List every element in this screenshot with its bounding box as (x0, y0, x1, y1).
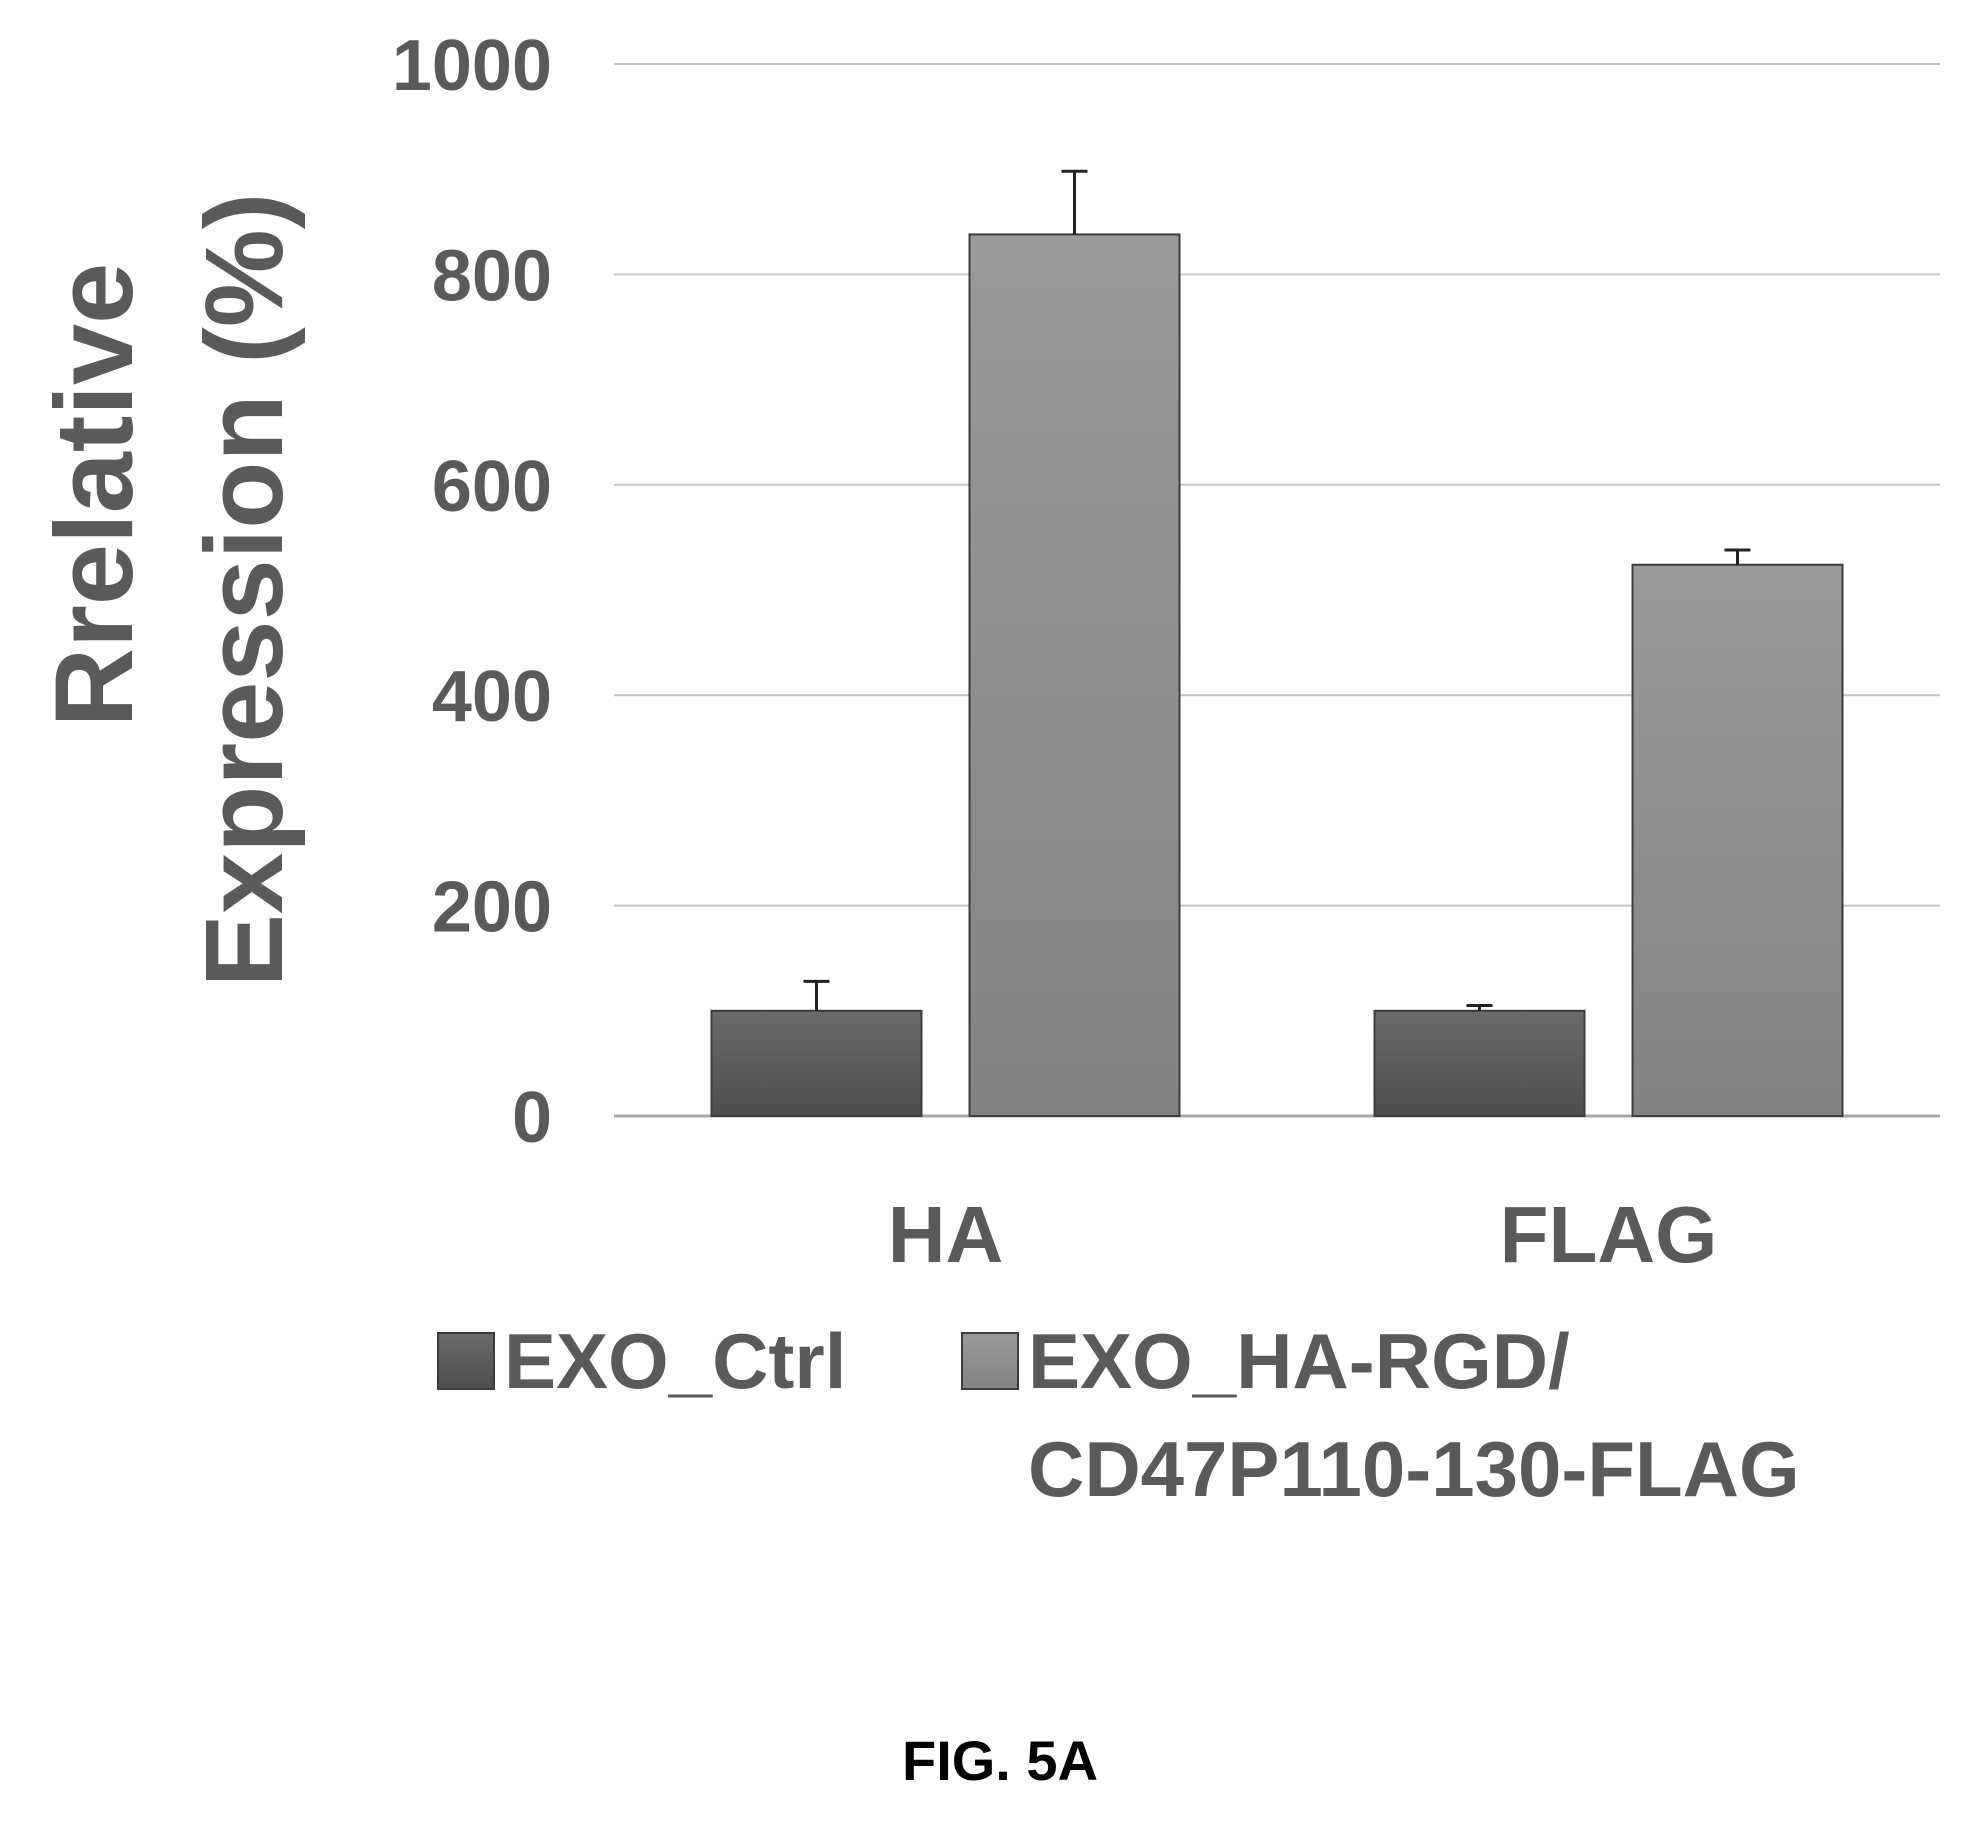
y-axis-title-line-1: Rrelative (33, 263, 156, 728)
legend: EXO_Ctrl EXO_HA-RGD/CD47P110-130-FLAG (437, 1317, 1800, 1513)
legend-item-series-2: EXO_HA-RGD/CD47P110-130-FLAG (961, 1317, 1800, 1513)
legend-swatch (961, 1332, 1019, 1390)
bars (710, 233, 1844, 1117)
y-tick-label: 0 (512, 1078, 552, 1158)
figure-caption: FIG. 5A (902, 1729, 1098, 1792)
legend-label: EXO_Ctrl (504, 1317, 846, 1405)
y-axis-title: Rrelative Expression (%) (33, 193, 306, 988)
bar-ha-series-2 (968, 233, 1181, 1117)
x-axis-labels: HA FLAG (888, 1190, 1718, 1279)
error-bars (803, 169, 1751, 1011)
error-bar-flag-series-1 (1466, 1004, 1493, 1011)
x-category-label: FLAG (1500, 1190, 1718, 1279)
legend-label: EXO_HA-RGD/CD47P110-130-FLAG (1028, 1317, 1800, 1513)
y-tick-label: 800 (432, 236, 552, 316)
x-category-label: HA (888, 1190, 1004, 1279)
legend-item-series-1: EXO_Ctrl (437, 1317, 846, 1405)
y-axis-title-line-2: Expression (%) (183, 193, 306, 988)
y-axis-ticks: 0 200 400 600 800 1000 (392, 26, 552, 1158)
bar-flag-series-2 (1631, 563, 1844, 1117)
y-tick-label: 200 (432, 868, 552, 948)
error-bar-ha-series-2 (1061, 169, 1088, 235)
y-tick-label: 1000 (392, 26, 552, 106)
bar-flag-series-1 (1373, 1009, 1586, 1117)
y-tick-label: 400 (432, 657, 552, 737)
error-bar-ha-series-1 (803, 979, 830, 1011)
legend-swatch (437, 1332, 495, 1390)
bar-ha-series-1 (710, 1009, 923, 1117)
error-bar-flag-series-2 (1724, 548, 1751, 565)
y-tick-label: 600 (432, 447, 552, 527)
